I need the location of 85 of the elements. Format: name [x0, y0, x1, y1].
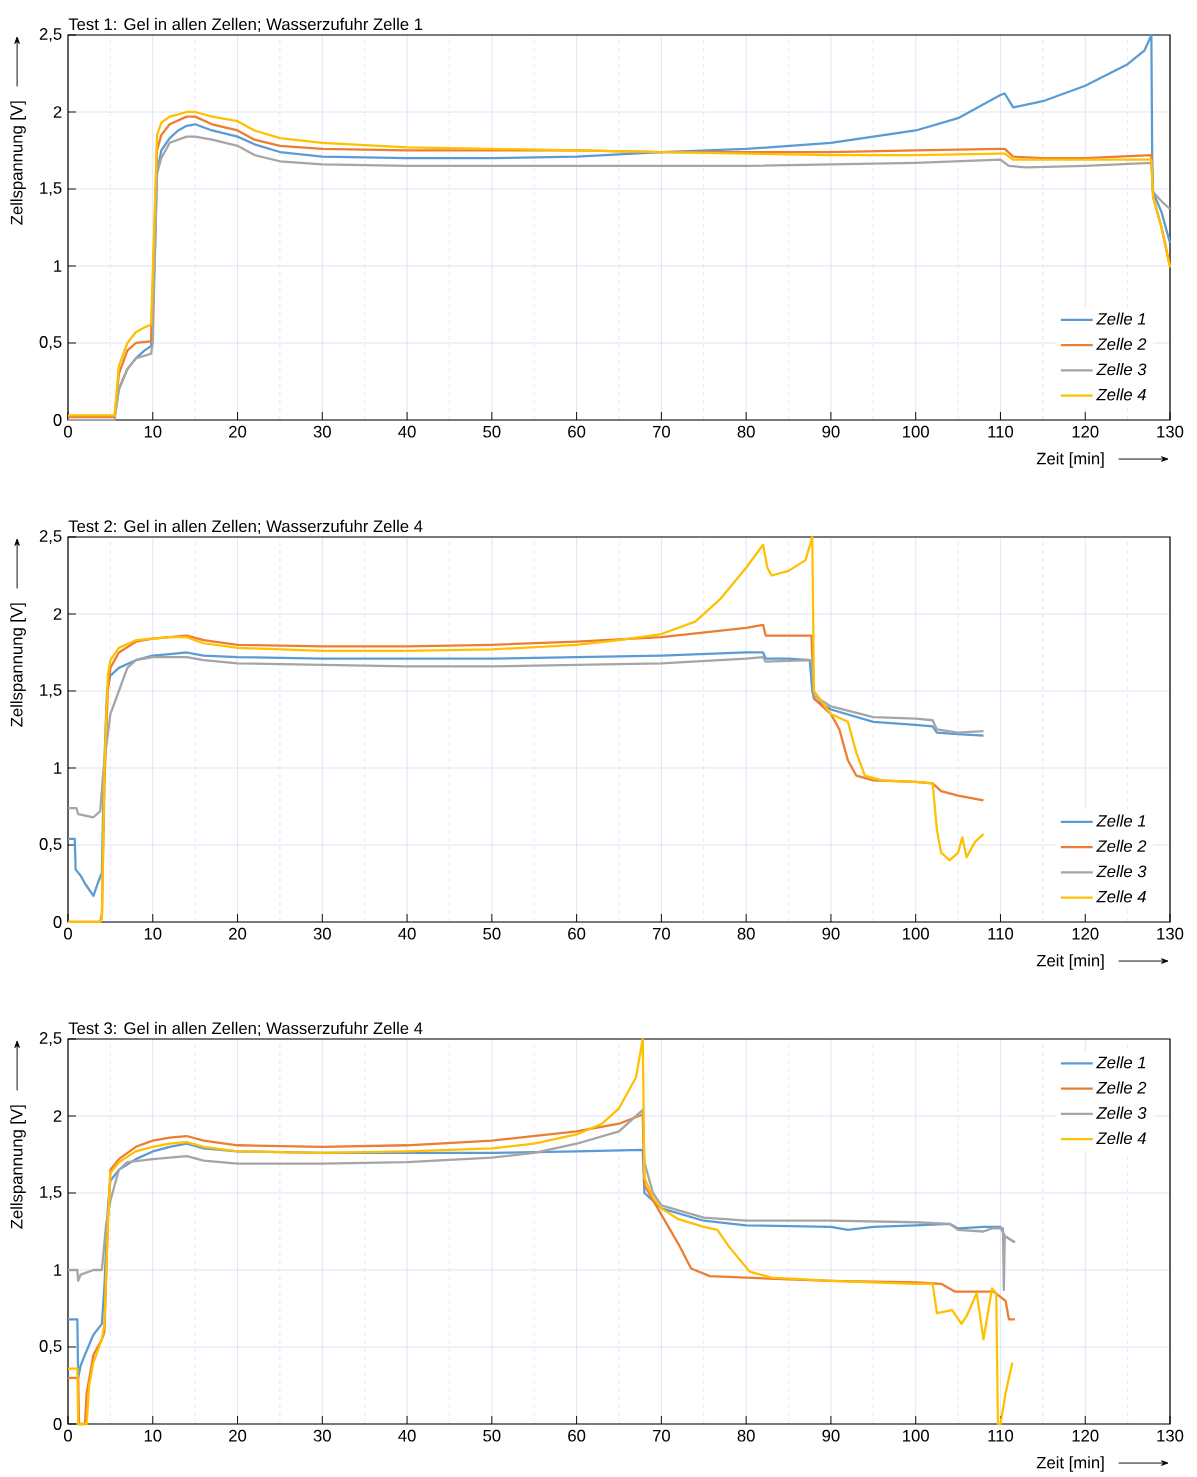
x-tick-label: 50: [483, 927, 501, 940]
x-tick-label: 120: [1072, 927, 1099, 940]
y-tick-label: 1,5: [40, 182, 62, 196]
chart-title: Test 3: Gel in allen Zellen; Wasserzufuhr Zelle 4: [68, 1021, 423, 1037]
line-series: [66, 535, 985, 924]
x-tick-label: 110: [988, 425, 1014, 438]
x-tick-label: 70: [652, 927, 670, 940]
x-tick-label: 90: [822, 927, 840, 940]
y-tick-label: 0,5: [39, 336, 62, 350]
y-tick-label: 0,5: [39, 1340, 62, 1354]
y-tick-label: 2: [53, 106, 62, 118]
y-tick-label: 0: [53, 916, 62, 928]
y-tick-label: 2: [53, 1110, 62, 1122]
x-tick-label: 60: [568, 927, 586, 940]
y-axis-title: Zellspannung [V]: [10, 1105, 26, 1229]
line-series: [66, 1037, 1014, 1426]
legend-label: Zelle 2: [1096, 337, 1147, 351]
x-tick-label: 20: [229, 1429, 247, 1442]
x-tick-label: 110: [988, 1429, 1014, 1442]
x-tick-label: 0: [64, 425, 72, 438]
y-tick-label: 0: [53, 1418, 62, 1430]
chart-title: Test 1: Gel in allen Zellen; Wasserzufuhr Zelle 1: [68, 17, 423, 33]
x-tick-label: 100: [903, 425, 929, 438]
x-tick-label: 40: [398, 425, 416, 438]
chart-title: Test 2: Gel in allen Zellen; Wasserzufuhr Zelle 4: [68, 519, 423, 535]
x-tick-label: 130: [1157, 927, 1184, 940]
legend-label: Zelle 4: [1096, 388, 1146, 401]
y-tick-label: 2,5: [39, 530, 62, 544]
x-tick-label: 80: [737, 1429, 755, 1442]
legend-label: Zelle 3: [1096, 1106, 1147, 1119]
x-tick-label: 90: [822, 1429, 840, 1442]
x-tick-label: 10: [144, 425, 162, 438]
x-tick-label: 30: [313, 425, 331, 438]
y-tick-label: 0,5: [39, 838, 62, 852]
x-tick-label: 10: [144, 927, 162, 940]
legend-label: Zelle 2: [1096, 839, 1147, 853]
y-tick-label: 0: [53, 414, 62, 426]
y-tick-label: 1: [54, 1264, 62, 1276]
x-tick-label: 130: [1157, 425, 1184, 438]
line-series: [66, 1108, 1017, 1292]
x-tick-label: 50: [483, 1429, 501, 1442]
x-tick-label: 10: [144, 1429, 162, 1442]
x-tick-label: 70: [652, 425, 670, 438]
legend-label: Zelle 1: [1096, 1056, 1146, 1069]
x-tick-label: 30: [313, 1429, 331, 1442]
x-tick-label: 50: [483, 425, 501, 438]
legend-label: Zelle 2: [1096, 1081, 1147, 1094]
x-tick-label: 20: [229, 927, 247, 940]
x-axis-title: Zeit [min]: [1036, 954, 1104, 970]
y-tick-label: 1,5: [40, 684, 62, 698]
y-tick-label: 1,5: [40, 1186, 62, 1200]
legend-label: Zelle 4: [1096, 890, 1146, 903]
x-tick-label: 20: [229, 425, 247, 438]
x-tick-label: 90: [822, 425, 840, 438]
x-tick-label: 80: [737, 927, 755, 940]
x-tick-label: 80: [737, 425, 755, 438]
x-tick-label: 40: [398, 927, 416, 940]
x-axis-title: Zeit [min]: [1036, 1456, 1104, 1472]
y-tick-label: 2,5: [39, 1032, 62, 1046]
y-tick-label: 1: [54, 762, 62, 774]
x-axis-title: Zeit [min]: [1036, 452, 1104, 468]
y-tick-label: 1: [54, 260, 62, 272]
legend-label: Zelle 4: [1096, 1131, 1146, 1145]
x-tick-label: 40: [398, 1429, 416, 1442]
legend-label: Zelle 1: [1096, 312, 1146, 325]
x-tick-label: 100: [903, 1429, 929, 1442]
x-tick-label: 60: [568, 1429, 586, 1442]
x-tick-label: 120: [1072, 425, 1099, 438]
legend-label: Zelle 1: [1096, 814, 1146, 827]
y-tick-label: 2,5: [39, 28, 62, 42]
x-tick-label: 100: [903, 927, 929, 940]
x-tick-label: 0: [64, 927, 72, 940]
x-tick-label: 0: [64, 1429, 72, 1442]
x-tick-label: 110: [988, 927, 1014, 940]
x-tick-label: 60: [568, 425, 586, 438]
x-tick-label: 120: [1072, 1429, 1099, 1442]
y-axis-title: Zellspannung [V]: [10, 603, 26, 727]
x-tick-label: 130: [1157, 1429, 1184, 1442]
y-axis-title: Zellspannung [V]: [10, 101, 26, 225]
x-tick-label: 70: [652, 1429, 670, 1442]
x-tick-label: 30: [313, 927, 331, 940]
legend-label: Zelle 3: [1096, 363, 1147, 376]
legend-label: Zelle 3: [1096, 865, 1147, 878]
line-series: [66, 655, 985, 819]
y-tick-label: 2: [53, 608, 62, 620]
